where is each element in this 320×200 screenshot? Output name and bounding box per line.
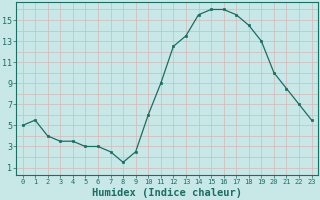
X-axis label: Humidex (Indice chaleur): Humidex (Indice chaleur) (92, 188, 242, 198)
